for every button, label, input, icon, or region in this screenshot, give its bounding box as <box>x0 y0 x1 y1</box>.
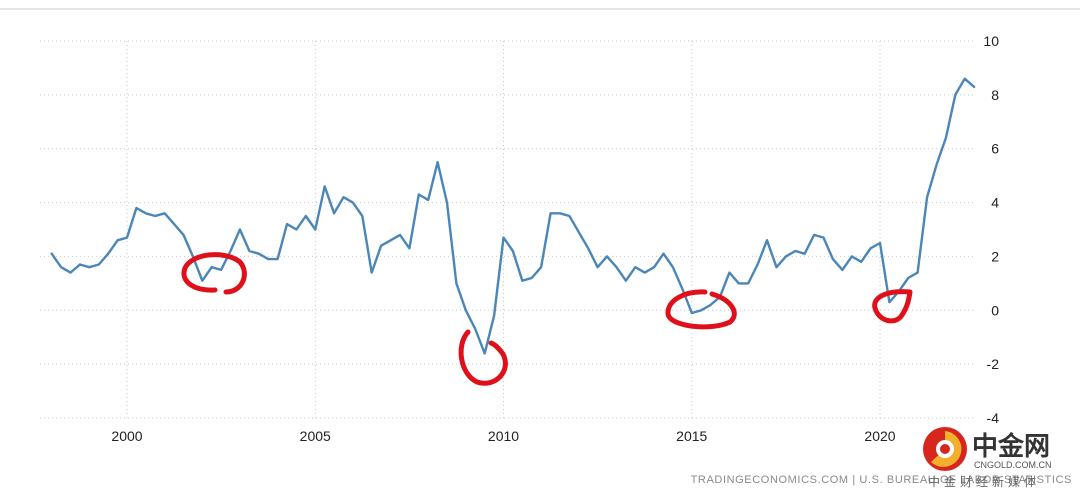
x-tick-label: 2010 <box>488 428 519 444</box>
y-tick-label: 2 <box>991 248 999 264</box>
cngold-logo-icon <box>923 427 967 471</box>
watermark-logo-url: CNGOLD.COM.CN <box>974 460 1052 470</box>
y-tick-label: 8 <box>991 87 999 103</box>
y-axis-ticks: 10 8 6 4 2 0 -2 -4 <box>983 33 999 426</box>
x-tick-label: 2020 <box>864 428 895 444</box>
x-tick-label: 2005 <box>300 428 331 444</box>
source-credit: TRADINGECONOMICS.COM | U.S. BUREAU OF LA… <box>691 474 1072 486</box>
y-tick-label: 6 <box>991 141 999 157</box>
y-tick-label: 10 <box>983 33 999 49</box>
watermark-logo: 中金网 CNGOLD.COM.CN 中金财经新媒体 <box>923 427 1052 489</box>
x-axis-ticks: 2000 2005 2010 2015 2020 <box>111 428 895 444</box>
y-tick-label: -4 <box>987 410 1000 426</box>
annotation-circles <box>181 252 913 386</box>
annotation-circle-2015 <box>665 289 737 330</box>
annotation-circle-2009 <box>458 329 508 386</box>
y-tick-label: 0 <box>991 302 999 318</box>
annotation-circle-2020 <box>872 289 913 324</box>
y-tick-label: 4 <box>991 195 999 211</box>
x-tick-label: 2015 <box>676 428 707 444</box>
watermark-logo-subtitle: 中金财经新媒体 <box>928 474 1040 489</box>
watermark-logo-text: 中金网 <box>972 431 1050 462</box>
x-tick-label: 2000 <box>111 428 142 444</box>
series-line <box>50 77 976 355</box>
y-tick-label: -2 <box>987 356 1000 372</box>
annotation-circle-2002 <box>181 252 247 295</box>
